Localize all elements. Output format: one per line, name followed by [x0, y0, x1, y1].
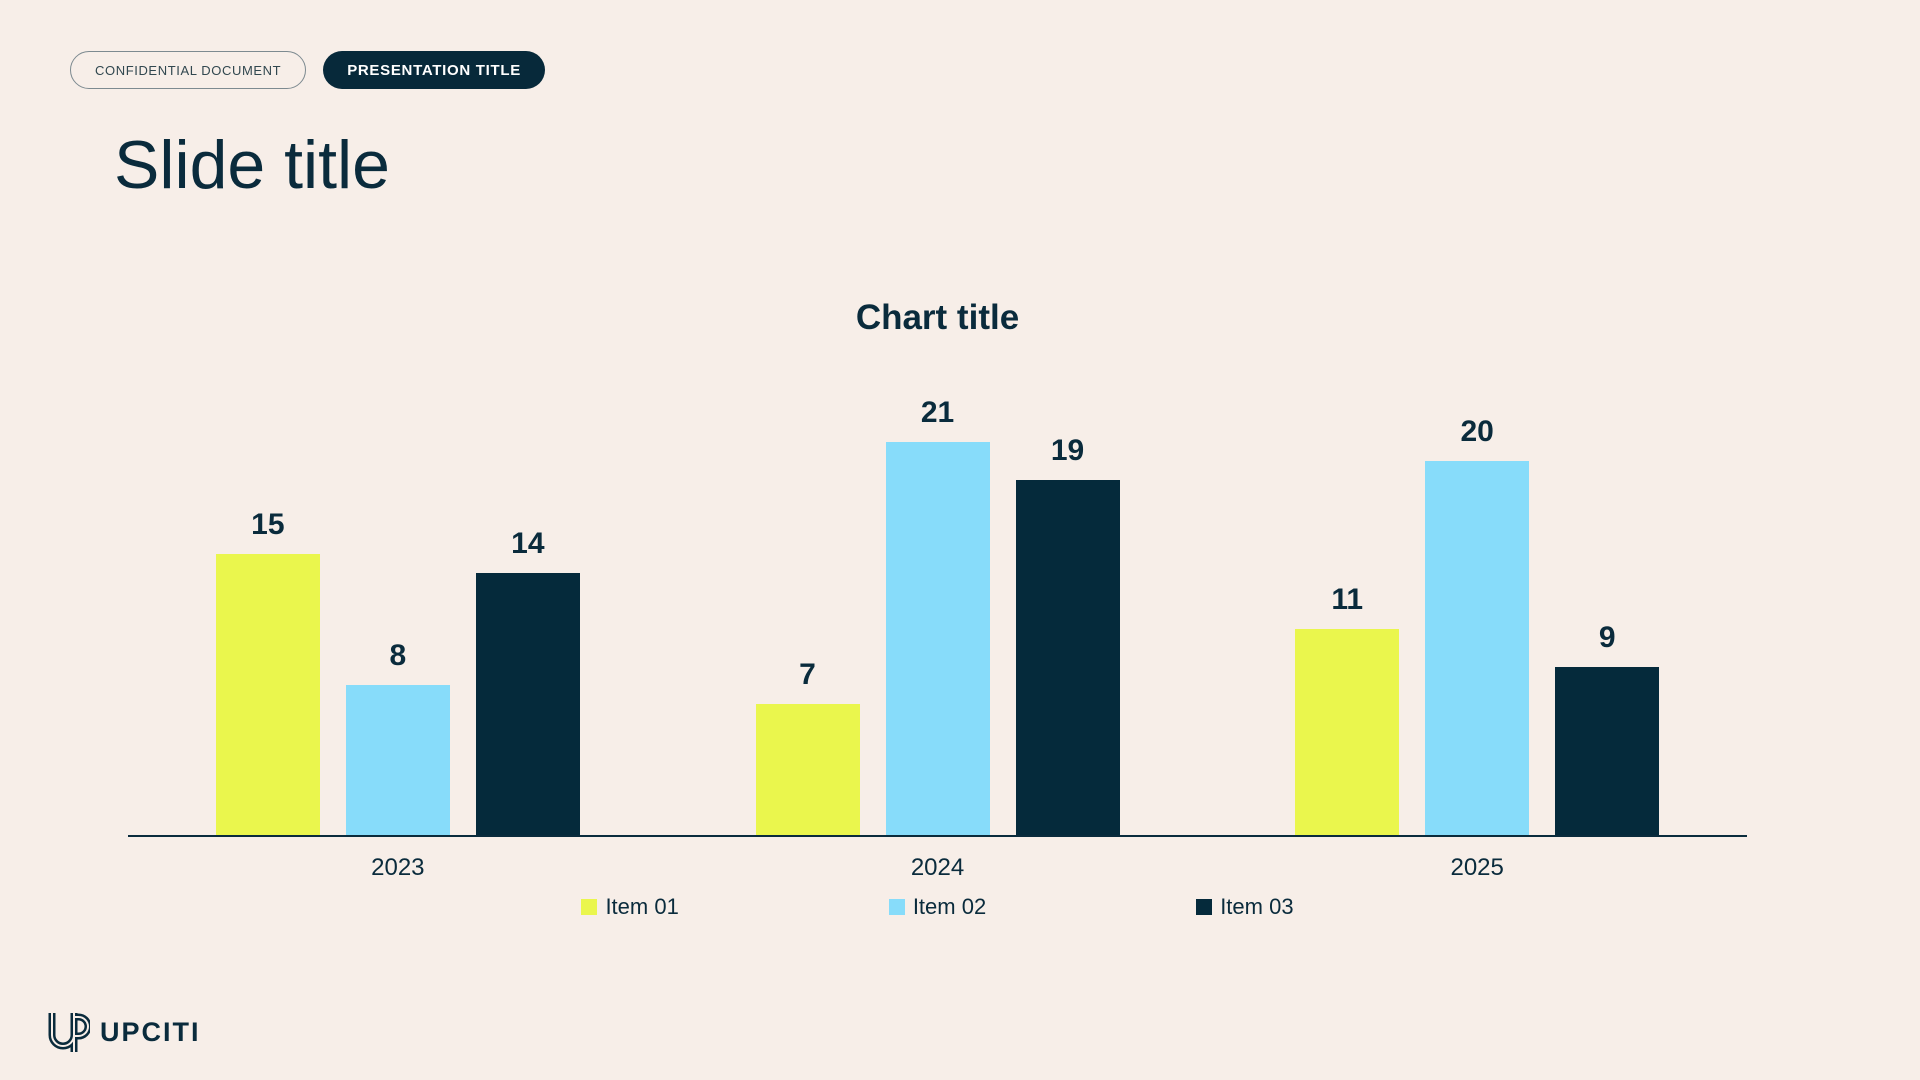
bar-value-label: 20	[1460, 415, 1494, 448]
bar-item-02-2024: 21	[885, 396, 990, 835]
bar-rect	[1555, 667, 1660, 835]
legend-item-item-02: Item 02	[888, 894, 987, 920]
bar-item-01-2024: 7	[755, 658, 860, 835]
bar-rect	[215, 554, 320, 835]
legend-item-item-03: Item 03	[1196, 894, 1294, 920]
bar-rect	[345, 685, 450, 835]
bar-chart-plot: 15 8 14 7 21 19 11 20 9	[128, 396, 1747, 835]
bar-value-label: 19	[1050, 434, 1085, 467]
bar-value-label: 7	[799, 658, 816, 691]
chart-group-2024: 7 21 19	[668, 396, 1208, 835]
bar-rect	[1425, 461, 1530, 835]
bar-value-label: 21	[920, 396, 955, 429]
bar-item-01-2023: 15	[215, 508, 320, 835]
bar-value-label: 11	[1331, 583, 1364, 616]
legend-swatch-icon	[581, 899, 598, 915]
presentation-title-badge: PRESENTATION TITLE	[323, 51, 545, 89]
chart-group-2025: 11 20 9	[1207, 415, 1747, 835]
x-axis-label-2025: 2025	[1450, 854, 1504, 881]
legend-label: Item 03	[1220, 894, 1294, 919]
bar-item-03-2024: 19	[1015, 434, 1120, 835]
legend-label: Item 01	[605, 894, 679, 919]
bar-item-03-2025: 9	[1555, 621, 1660, 835]
legend-label: Item 02	[912, 894, 987, 919]
up-monogram-icon	[44, 1008, 90, 1056]
bar-value-label: 8	[389, 639, 407, 672]
confidential-badge: CONFIDENTIAL DOCUMENT	[70, 51, 307, 89]
legend-item-item-01: Item 01	[581, 894, 679, 920]
x-axis-label-2023: 2023	[371, 854, 425, 881]
bar-rect	[755, 704, 860, 835]
bar-item-03-2023: 14	[475, 527, 580, 835]
brand-logo: UPCITI	[44, 1008, 201, 1056]
bar-rect	[1295, 629, 1400, 835]
bar-value-label: 15	[251, 508, 285, 541]
legend-swatch-icon	[1196, 899, 1213, 915]
chart-title: Chart title	[855, 298, 1020, 337]
chart-legend: Item 01 Item 02 Item 03	[128, 894, 1747, 920]
bar-item-02-2025: 20	[1425, 415, 1530, 835]
bar-rect	[1015, 480, 1120, 835]
legend-swatch-icon	[888, 899, 905, 915]
chart-group-2023: 15 8 14	[128, 442, 668, 835]
bar-item-01-2025: 11	[1295, 583, 1400, 835]
bar-value-label: 14	[511, 527, 545, 560]
bar-rect	[885, 442, 990, 835]
bar-rect	[475, 573, 580, 835]
header-badges: CONFIDENTIAL DOCUMENT PRESENTATION TITLE	[70, 51, 545, 89]
x-axis-labels: 2023 2024 2025	[128, 854, 1747, 882]
x-axis-label-2024: 2024	[910, 854, 965, 881]
logo-text: UPCITI	[100, 1016, 201, 1047]
bar-value-label: 9	[1598, 621, 1616, 654]
bar-item-02-2023: 8	[345, 639, 450, 835]
slide-title: Slide title	[114, 127, 390, 203]
x-axis-line	[128, 835, 1747, 837]
